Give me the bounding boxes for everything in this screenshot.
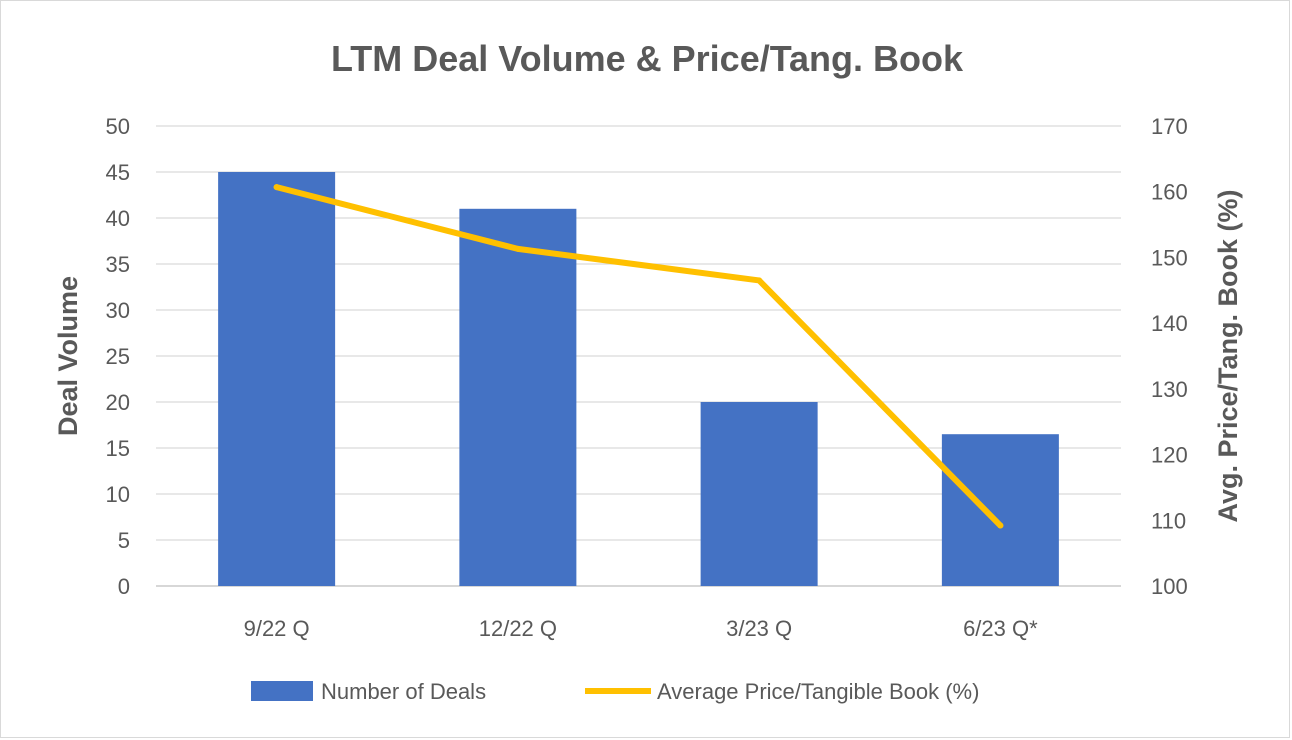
right-axis-ticks: 100 110 120 130 140 150 160 170 bbox=[1151, 114, 1188, 599]
bar bbox=[218, 172, 336, 586]
x-tick-label: 3/23 Q bbox=[726, 616, 792, 641]
right-tick-label: 130 bbox=[1151, 377, 1188, 402]
left-tick-label: 30 bbox=[106, 298, 130, 323]
line-point bbox=[514, 245, 521, 252]
left-tick-label: 0 bbox=[118, 574, 130, 599]
bar bbox=[941, 434, 1059, 586]
legend-swatch-number-of-deals bbox=[251, 681, 313, 701]
left-tick-label: 10 bbox=[106, 482, 130, 507]
left-axis-title: Deal Volume bbox=[53, 276, 83, 436]
legend-label-number-of-deals: Number of Deals bbox=[321, 679, 486, 704]
bar-series-number-of-deals bbox=[218, 172, 1059, 587]
left-tick-label: 40 bbox=[106, 206, 130, 231]
series-line bbox=[273, 184, 1004, 529]
left-axis-ticks: 0 5 10 15 20 25 30 35 40 45 50 bbox=[106, 114, 130, 599]
left-tick-label: 45 bbox=[106, 160, 130, 185]
x-tick-label: 6/23 Q* bbox=[963, 616, 1038, 641]
left-tick-label: 35 bbox=[106, 252, 130, 277]
line-series-avg-price-tangible-book bbox=[273, 184, 1004, 529]
right-tick-label: 100 bbox=[1151, 574, 1188, 599]
left-tick-label: 25 bbox=[106, 344, 130, 369]
right-tick-label: 120 bbox=[1151, 443, 1188, 468]
line-point bbox=[756, 277, 763, 284]
x-tick-label: 9/22 Q bbox=[244, 616, 310, 641]
legend: Number of Deals Average Price/Tangible B… bbox=[251, 679, 979, 704]
bar bbox=[459, 208, 577, 587]
right-tick-label: 160 bbox=[1151, 180, 1188, 205]
right-tick-label: 150 bbox=[1151, 245, 1188, 270]
left-tick-label: 20 bbox=[106, 390, 130, 415]
x-tick-label: 12/22 Q bbox=[479, 616, 557, 641]
chart-title: LTM Deal Volume & Price/Tang. Book bbox=[331, 38, 964, 79]
line-point bbox=[997, 522, 1004, 529]
bar bbox=[700, 402, 818, 586]
left-tick-label: 15 bbox=[106, 436, 130, 461]
legend-label-avg-price-tangible-book: Average Price/Tangible Book (%) bbox=[657, 679, 979, 704]
right-tick-label: 140 bbox=[1151, 311, 1188, 336]
line-point bbox=[273, 184, 280, 191]
right-tick-label: 170 bbox=[1151, 114, 1188, 139]
right-axis-title: Avg. Price/Tang. Book (%) bbox=[1213, 189, 1243, 522]
left-tick-label: 5 bbox=[118, 528, 130, 553]
x-axis-ticks: 9/22 Q 12/22 Q 3/23 Q 6/23 Q* bbox=[244, 616, 1039, 641]
right-tick-label: 110 bbox=[1151, 508, 1186, 533]
left-tick-label: 50 bbox=[106, 114, 130, 139]
